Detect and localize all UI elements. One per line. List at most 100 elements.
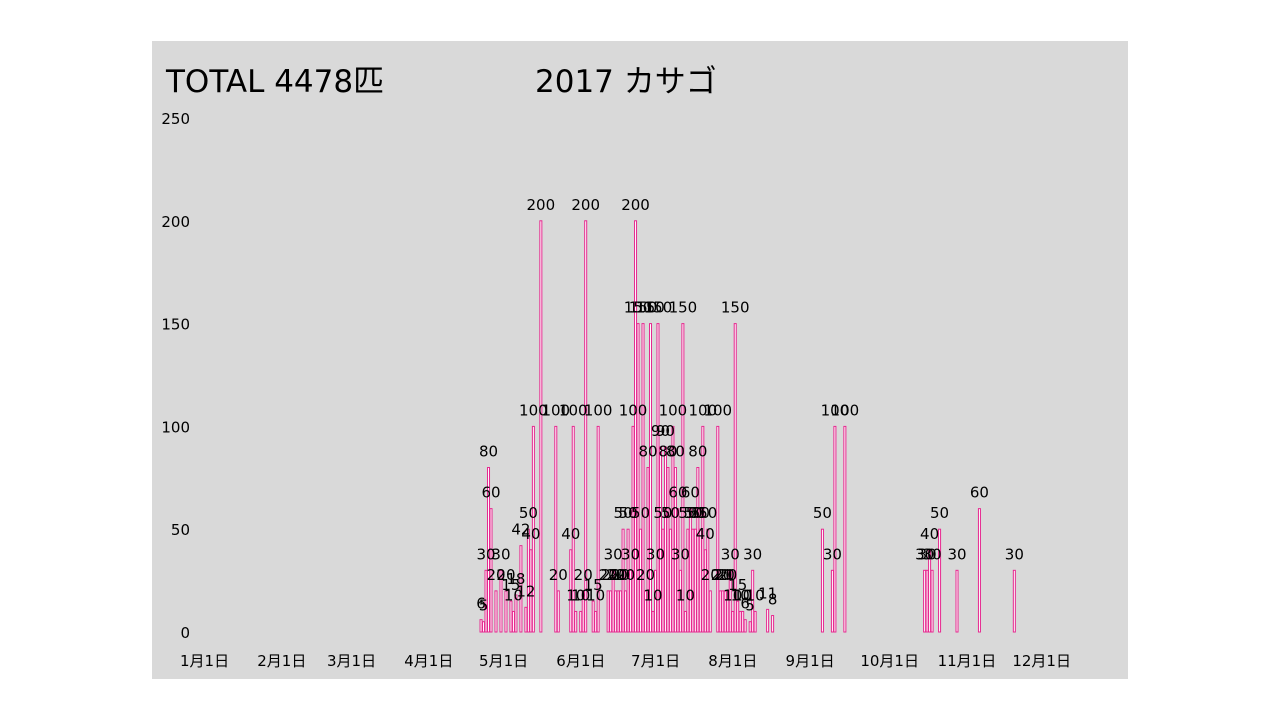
y-axis-ticks: 0 50 100 150 200 250	[161, 110, 190, 642]
total-count-label: TOTAL 4478匹	[166, 64, 385, 100]
data-label: 15	[728, 576, 747, 594]
bar	[843, 425, 847, 633]
data-label: 30	[671, 545, 690, 563]
data-label: 50	[698, 504, 717, 522]
bar	[923, 569, 927, 633]
data-label: 30	[646, 545, 665, 563]
bar	[741, 610, 745, 633]
bar	[736, 600, 740, 633]
bar	[621, 528, 625, 633]
data-label: 90	[656, 422, 675, 440]
bar	[556, 590, 560, 633]
data-label: 20	[636, 566, 655, 584]
data-label: 80	[479, 443, 498, 461]
x-tick-label: 6月1日	[556, 652, 605, 670]
data-label: 50	[691, 504, 710, 522]
bar	[731, 610, 735, 633]
bar	[683, 610, 687, 633]
data-label: 200	[621, 196, 650, 214]
data-label: 30	[823, 545, 842, 563]
data-label: 50	[930, 504, 949, 522]
data-label: 60	[681, 484, 700, 502]
data-label: 20	[616, 566, 635, 584]
bar	[641, 323, 645, 633]
data-label: 10	[586, 586, 605, 604]
x-tick-label: 8月1日	[708, 652, 757, 670]
data-label: 12	[516, 582, 535, 600]
bar	[701, 425, 705, 633]
bar	[591, 600, 595, 633]
bar	[531, 425, 535, 633]
y-tick-label: 150	[161, 316, 190, 334]
data-label: 30	[604, 545, 623, 563]
data-label: 50	[813, 504, 832, 522]
bar	[649, 323, 652, 633]
data-label: 20	[486, 566, 505, 584]
bar	[977, 508, 981, 633]
data-label: 100	[703, 401, 732, 419]
data-label: 20	[599, 566, 618, 584]
x-axis-ticks: 1月1日 2月1日 3月1日 4月1日 5月1日 6月1日 7月1日 8月1日 9月1日 10月1…	[180, 652, 1071, 670]
data-label: 100	[831, 401, 860, 419]
data-label: 50	[686, 504, 705, 522]
bar	[708, 590, 712, 633]
bar	[579, 610, 583, 633]
bar	[624, 590, 628, 633]
bar	[584, 220, 588, 633]
bar	[955, 569, 959, 633]
data-label: 150	[644, 299, 673, 317]
bar	[751, 569, 755, 633]
bar	[743, 619, 747, 633]
bar	[833, 425, 837, 633]
data-label: 200	[571, 196, 600, 214]
data-label: 40	[920, 525, 939, 543]
data-label: 100	[821, 401, 850, 419]
data-labels: 6530806020302015101842125040100200100204…	[476, 196, 1024, 615]
data-label: 80	[666, 443, 685, 461]
bar	[733, 323, 737, 633]
data-label: 50	[661, 504, 680, 522]
bar	[479, 619, 483, 633]
bar	[651, 610, 655, 633]
data-label: 20	[713, 566, 732, 584]
data-label: 8	[768, 591, 778, 609]
y-tick-label: 50	[171, 521, 190, 539]
data-label: 20	[609, 566, 628, 584]
data-label: 30	[918, 545, 937, 563]
data-label: 60	[668, 484, 687, 502]
x-tick-label: 12月1日	[1012, 652, 1071, 670]
data-label: 100	[541, 401, 570, 419]
bar	[718, 590, 722, 633]
data-label: 10	[676, 586, 695, 604]
data-label: 30	[476, 545, 495, 563]
x-tick-label: 10月1日	[860, 652, 919, 670]
bar	[606, 590, 610, 633]
data-label: 30	[923, 545, 942, 563]
bar	[524, 606, 528, 633]
data-label: 100	[619, 401, 648, 419]
x-tick-label: 2月1日	[257, 652, 306, 670]
data-label: 50	[683, 504, 702, 522]
bar	[693, 528, 697, 633]
bar	[554, 425, 558, 633]
x-tick-label: 5月1日	[479, 652, 528, 670]
bar	[511, 610, 515, 633]
bar	[519, 545, 523, 633]
bar	[594, 610, 598, 633]
y-tick-label: 250	[161, 110, 190, 128]
data-label: 30	[491, 545, 510, 563]
bar	[925, 569, 929, 633]
data-label: 100	[559, 401, 588, 419]
x-tick-label: 3月1日	[327, 652, 376, 670]
data-label: 80	[638, 443, 657, 461]
bar	[596, 425, 600, 633]
bar	[631, 425, 635, 633]
data-label: 100	[519, 401, 548, 419]
data-label: 40	[696, 525, 715, 543]
data-label: 20	[718, 566, 737, 584]
bar	[676, 508, 680, 633]
bar	[663, 446, 667, 633]
data-label: 90	[651, 422, 670, 440]
data-label: 5	[479, 597, 489, 615]
bar	[619, 590, 623, 633]
